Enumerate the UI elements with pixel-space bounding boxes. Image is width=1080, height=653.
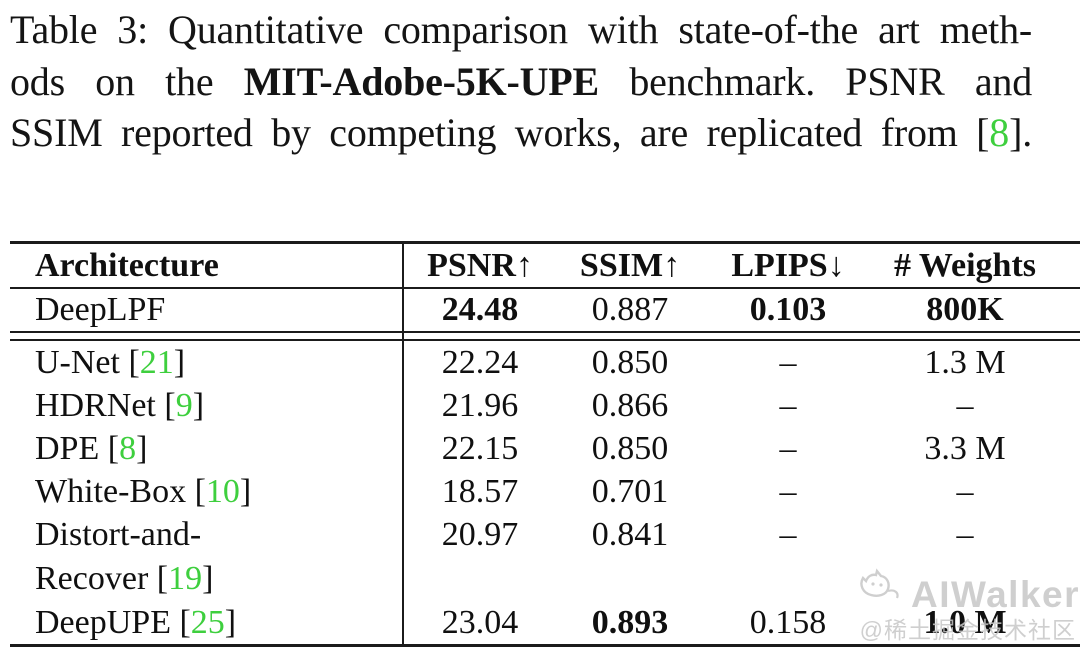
method-name: Distort-and- [35,516,202,553]
cell-architecture: HDRNet [9] [10,384,404,427]
method-name: ] [136,429,148,467]
cell-architecture: Distort-and- Recover [19] [10,513,404,601]
col-header-architecture: Architecture [10,242,404,289]
table-row-whitebox: White-Box [10] 18.57 0.701 – – [10,470,1080,513]
method-name: Recover [ [35,560,169,597]
citation-ref: 8 [119,429,137,467]
table-row-unet: U-Net [21] 22.24 0.850 – 1.3 M [10,340,1080,384]
benchmark-name: MIT-Adobe-5K-UPE [243,58,600,104]
method-name: ] [224,603,237,641]
down-arrow-icon: ↓ [827,246,845,284]
header-label: # Weights [893,246,1036,284]
cell-weights: 1.0 M [923,603,1007,641]
cell-weights: – [956,386,974,424]
method-name: U-Net [ [35,343,140,381]
cell-lpips: 0.158 [749,603,827,641]
cell-psnr: 20.97 [441,516,519,553]
header-label: SSIM [579,246,664,284]
caption-line-2: ods on the MIT-Adobe-5K-UPE benchmark. P… [10,56,1032,108]
cell-psnr: 23.04 [441,603,519,641]
citation-ref: 8 [989,110,1010,155]
cell-weights: 800K [872,288,1080,333]
cell-architecture: White-Box [10] [10,470,404,513]
caption-text: Table 3: Quantitative comparison with st… [10,7,1032,52]
method-name: DeepLPF [35,291,166,328]
spacer-cell [872,332,1080,341]
method-name: DeepUPE [ [35,603,191,641]
spacer-cell [704,332,872,341]
table-row-hdrnet: HDRNet [9] 21.96 0.866 – – [10,384,1080,427]
caption-text: ods on the [10,58,244,104]
cell-architecture: U-Net [21] [10,340,404,384]
method-name: ] [173,343,186,381]
cell-weights: 1.3 M [924,343,1006,381]
caption-line-1: Table 3: Quantitative comparison with st… [10,4,1032,56]
citation-ref: 19 [168,560,203,597]
cell-psnr: 18.57 [441,472,519,510]
cell-psnr: 22.15 [441,429,519,467]
cell-psnr: 22.24 [441,343,519,381]
cell-ssim: 0.850 [591,343,669,381]
table-caption: Table 3: Quantitative comparison with st… [10,4,1032,159]
table-row-dpe: DPE [8] 22.15 0.850 – 3.3 M [10,427,1080,470]
col-header-lpips: LPIPS↓ [704,242,872,289]
spacer-cell [556,332,704,341]
method-name: ] [239,472,252,510]
cell-architecture: DPE [8] [10,427,404,470]
header-label: LPIPS [731,246,828,284]
method-name: White-Box [ [35,472,206,510]
col-header-ssim: SSIM↑ [556,242,704,289]
header-row: Architecture PSNR↑ SSIM↑ LPIPS↓ # Weight… [10,242,1080,289]
double-rule-spacer [10,332,1080,341]
method-name: DPE [ [35,429,120,467]
table-row-distort-and-recover: Distort-and- Recover [19] 20.97 0.841 – … [10,513,1080,601]
cell-ssim: 0.701 [591,472,669,510]
cell-architecture: DeepUPE [25] [10,601,404,646]
col-header-psnr: PSNR↑ [403,242,556,289]
spacer-cell [10,332,404,341]
method-name: HDRNet [ [35,386,176,424]
cell-weights: – [956,472,974,510]
cell-architecture: DeepLPF [10,288,404,333]
caption-line-3: SSIM reported by competing works, are re… [10,107,1032,159]
up-arrow-icon: ↑ [663,246,681,284]
cell-ssim: 0.850 [591,429,669,467]
cell-weights: 3.3 M [924,429,1006,467]
col-header-weights: # Weights [872,242,1080,289]
cell-ssim: 0.893 [591,603,669,641]
results-table: Architecture PSNR↑ SSIM↑ LPIPS↓ # Weight… [10,241,1080,647]
header-label: Architecture [35,246,219,284]
citation-ref: 25 [190,603,225,641]
method-name: ] [192,386,205,424]
cell-lpips: – [779,429,797,467]
citation-ref: 21 [139,343,174,381]
cell-lpips: – [779,343,797,381]
cell-lpips: – [779,386,797,424]
table-row-deeplpf: DeepLPF 24.48 0.887 0.103 800K [10,288,1080,333]
caption-text: benchmark. PSNR and [599,58,1032,104]
citation-ref: 10 [205,472,240,510]
cell-psnr: 21.96 [441,386,519,424]
cell-ssim: 0.887 [556,288,704,333]
cell-lpips: – [779,472,797,510]
cell-ssim: 0.866 [591,386,669,424]
cell-psnr: 24.48 [403,288,556,333]
spacer-cell [403,332,556,341]
up-arrow-icon: ↑ [515,246,533,284]
cell-lpips: – [779,516,797,553]
table-row-deepupe: DeepUPE [25] 23.04 0.893 0.158 1.0 M [10,601,1080,646]
header-label: PSNR [427,246,516,284]
method-name: ] [202,560,214,597]
caption-text: ]. [1009,110,1032,155]
cell-weights: – [956,516,974,553]
cell-lpips: 0.103 [704,288,872,333]
citation-ref: 9 [175,386,193,424]
caption-text: SSIM reported by competing works, are re… [10,110,990,155]
cell-ssim: 0.841 [591,516,669,553]
